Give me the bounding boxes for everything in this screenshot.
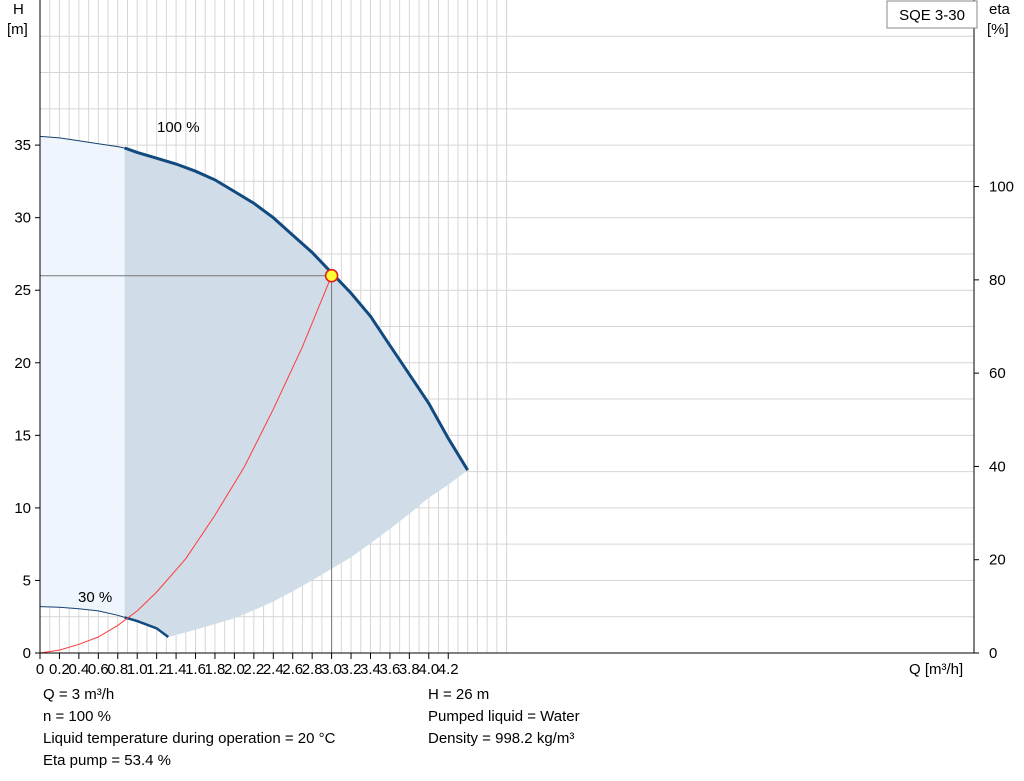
curves [39, 135, 469, 654]
info-right: H = 26 m Pumped liquid = Water Density =… [428, 684, 580, 750]
x-tick-label: 3.4 [360, 661, 381, 678]
x-tick-label: 0.2 [49, 661, 70, 678]
low-flow-area [40, 136, 125, 618]
tick-labels: 0 0.20.40.60.81.01.21.41.61.82.02.22.42.6… [14, 137, 1014, 678]
y-left-tick-label: 5 [23, 572, 31, 589]
system-curve [39, 275, 333, 654]
y-right-tick-label: 100 [989, 179, 1014, 196]
x-tick-label: 2.0 [224, 661, 245, 678]
x-tick-label: 2.8 [302, 661, 323, 678]
x-tick-label: 2.6 [282, 661, 303, 678]
info-pumped-liquid: Pumped liquid = Water [428, 708, 580, 725]
x-tick-label: 3.0 [321, 661, 342, 678]
operating-area [124, 148, 468, 637]
curve-100 [124, 146, 469, 471]
x-tick-label: 0.4 [68, 661, 89, 678]
x-tick-label: 1.2 [146, 661, 167, 678]
x-tick-label: 3.8 [399, 661, 420, 678]
x-tick-label: 3.6 [379, 661, 400, 678]
y-left-axis-title-line2: [m] [7, 21, 28, 38]
curve-30 [124, 616, 170, 639]
y-right-tick-label: 0 [989, 645, 997, 662]
y-left-tick-label: 15 [14, 427, 31, 444]
y-right-tick-label: 20 [989, 552, 1006, 569]
y-left-tick-label: 30 [14, 210, 31, 227]
x-tick-label: 1.6 [185, 661, 206, 678]
info-eta-pump: Eta pump = 53.4 % [43, 752, 171, 769]
info-left: Q = 3 m³/h n = 100 % Liquid temperature … [43, 684, 335, 772]
axes [35, 0, 979, 659]
y-left-axis-title-line1: H [13, 1, 24, 18]
x-tick-label: 0.8 [107, 661, 128, 678]
curve-100-low-flow [39, 135, 125, 149]
pump-curve-chart: 0 0.20.40.60.81.01.21.41.61.82.02.22.42.6… [7, 0, 1014, 678]
x-tick-label: 1.4 [166, 661, 187, 678]
info-flow: Q = 3 m³/h [43, 686, 115, 703]
info-density: Density = 998.2 kg/m³ [428, 730, 575, 747]
y-left-tick-label: 0 [23, 645, 31, 662]
y-right-tick-label: 40 [989, 458, 1006, 475]
y-left-tick-label: 10 [14, 500, 31, 517]
pump-model-box [886, 0, 978, 29]
y-right-axis-title-line2: [%] [987, 21, 1009, 38]
operating-point-marker [324, 268, 339, 283]
x-tick-label: 4.2 [438, 661, 459, 678]
y-left-tick-label: 35 [14, 137, 31, 154]
x-tick-label: 1.0 [127, 661, 148, 678]
info-head: H = 26 m [428, 686, 490, 703]
x-tick-label: 2.2 [243, 661, 264, 678]
y-right-axis-title-line1: eta [989, 1, 1011, 18]
curve-30-low-flow [39, 606, 125, 618]
curve-label-100: 100 % [157, 119, 200, 136]
x-tick-label: 4.0 [418, 661, 439, 678]
x-tick-label: 3.2 [341, 661, 362, 678]
y-left-tick-label: 20 [14, 355, 31, 372]
pump-model-label: SQE 3-30 [899, 7, 965, 24]
x-tick-label: 1.8 [205, 661, 226, 678]
info-speed: n = 100 % [43, 708, 111, 725]
info-liquid-temperature: Liquid temperature during operation = 20… [43, 730, 336, 747]
y-left-tick-label: 25 [14, 282, 31, 299]
y-right-tick-label: 60 [989, 365, 1006, 382]
x-tick-label: 0.6 [88, 661, 109, 678]
x-tick-label: 2.4 [263, 661, 284, 678]
y-right-tick-label: 80 [989, 272, 1006, 289]
x-tick-label: 0 [36, 661, 44, 678]
operating-areas [40, 136, 468, 637]
x-axis-title: Q [m³/h] [909, 661, 963, 678]
curve-label-30: 30 % [78, 589, 112, 606]
